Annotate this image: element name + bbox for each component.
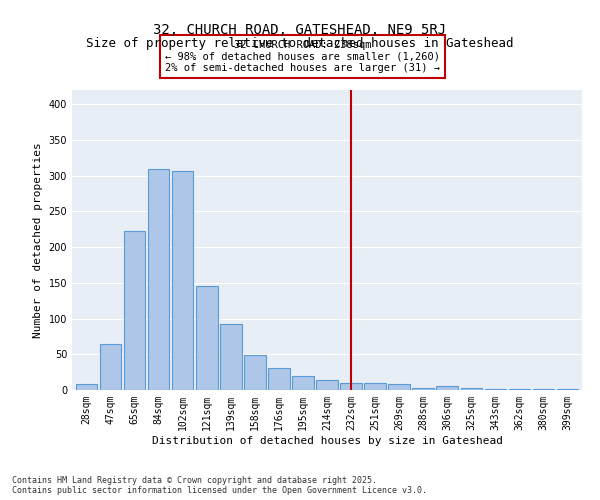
Bar	[244, 355, 266, 390]
Bar	[461, 388, 482, 390]
Bar	[196, 286, 218, 390]
Bar	[316, 380, 338, 390]
X-axis label: Distribution of detached houses by size in Gateshead: Distribution of detached houses by size …	[151, 436, 503, 446]
Bar	[388, 384, 410, 390]
Text: 32 CHURCH ROAD: 238sqm
← 98% of detached houses are smaller (1,260)
2% of semi-d: 32 CHURCH ROAD: 238sqm ← 98% of detached…	[165, 40, 440, 73]
Bar	[557, 388, 578, 390]
Bar	[364, 383, 386, 390]
Bar	[292, 376, 314, 390]
Bar	[268, 368, 290, 390]
Bar	[148, 168, 169, 390]
Bar	[100, 344, 121, 390]
Text: Contains public sector information licensed under the Open Government Licence v3: Contains public sector information licen…	[12, 486, 427, 495]
Bar	[485, 388, 506, 390]
Text: Size of property relative to detached houses in Gateshead: Size of property relative to detached ho…	[86, 38, 514, 51]
Bar	[172, 170, 193, 390]
Bar	[76, 384, 97, 390]
Text: 32, CHURCH ROAD, GATESHEAD, NE9 5RJ: 32, CHURCH ROAD, GATESHEAD, NE9 5RJ	[154, 22, 446, 36]
Bar	[340, 383, 362, 390]
Bar	[412, 388, 434, 390]
Bar	[124, 232, 145, 390]
Text: Contains HM Land Registry data © Crown copyright and database right 2025.: Contains HM Land Registry data © Crown c…	[12, 476, 377, 485]
Bar	[436, 386, 458, 390]
Bar	[220, 324, 242, 390]
Y-axis label: Number of detached properties: Number of detached properties	[33, 142, 43, 338]
